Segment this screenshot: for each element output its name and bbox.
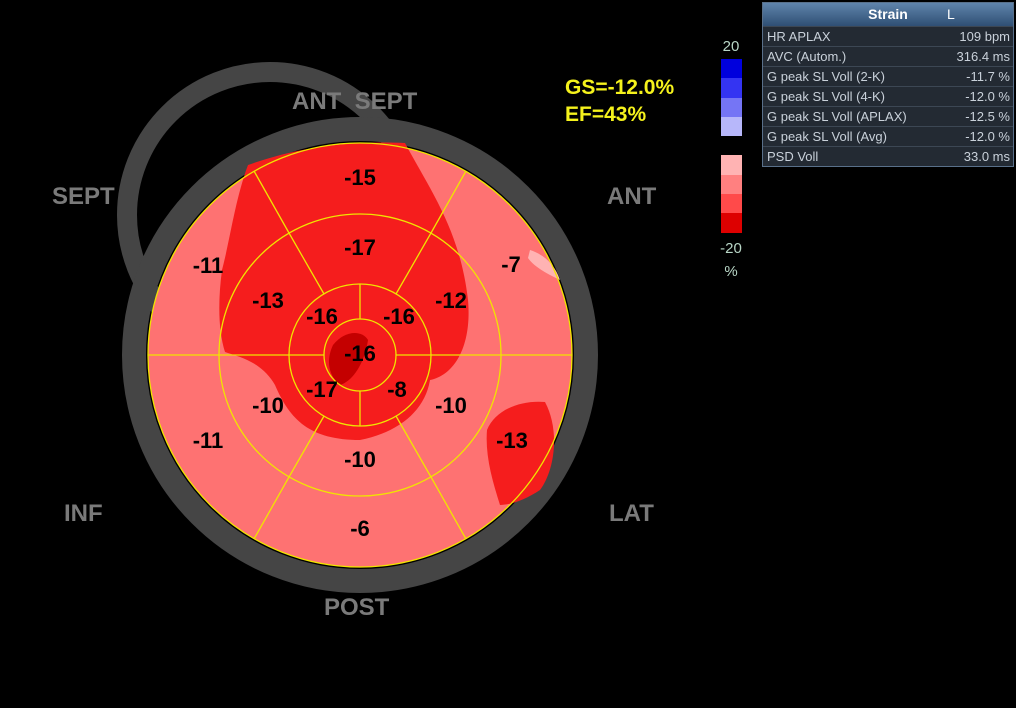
panel-row: HR APLAX 109 bpm: [763, 26, 1013, 46]
panel-title: Strain: [868, 6, 908, 22]
wall-label-ant-sept: ANT SEPT: [292, 88, 418, 115]
scale-swatch: [721, 194, 742, 214]
grid-spoke: [430, 476, 467, 540]
grid-spoke: [253, 476, 290, 540]
strain-results-panel: Strain L HR APLAX 109 bpm AVC (Autom.) 316.…: [762, 2, 1014, 167]
panel-row-label: G peak SL Voll (Avg): [767, 129, 887, 144]
scale-swatch: [721, 78, 742, 98]
segment-value-basal-post: -6: [350, 516, 370, 541]
grid-spoke: [288, 232, 325, 295]
panel-row-label: PSD Voll: [767, 149, 819, 164]
wall-label-sept: SEPT: [52, 183, 115, 210]
segment-value-mid-sept: -13: [252, 288, 284, 313]
segment-value-basal-sept: -11: [193, 253, 224, 278]
panel-row-value: 33.0 ms: [963, 149, 1010, 164]
grid-spoke: [395, 415, 432, 478]
panel-flag: L: [947, 6, 955, 22]
panel-row-label: AVC (Autom.): [767, 49, 847, 64]
segment-value-apical-post: -8: [387, 377, 407, 402]
global-summary: GS=-12.0% EF=43%: [565, 74, 674, 128]
scale-swatch: [721, 59, 742, 79]
panel-row: PSD Voll 33.0 ms: [763, 146, 1013, 166]
grid-spoke: [430, 170, 467, 234]
panel-row-value: 109 bpm: [959, 29, 1010, 44]
dark-region-anterior: [219, 142, 469, 440]
scale-swatch: [721, 116, 742, 137]
segment-value-basal-lat: -13: [496, 428, 528, 453]
panel-row: G peak SL Voll (2-K) -11.7 %: [763, 66, 1013, 86]
segment-value-basal-ant-sept: -15: [344, 165, 376, 190]
light-area-ant-edge: [528, 250, 560, 280]
ejection-fraction-readout: EF=43%: [565, 103, 647, 126]
wall-label-inf: INF: [64, 500, 103, 527]
segment-value-basal-inf: -11: [193, 428, 224, 453]
segment-value-mid-ant-sept: -17: [344, 235, 376, 260]
outer-ring: [122, 117, 598, 593]
global-strain-readout: GS=-12.0%: [565, 76, 675, 99]
segment-value-mid-inf: -10: [252, 393, 284, 418]
scale-swatch: [721, 174, 742, 195]
segment-value-apical-lat: -16: [383, 304, 415, 329]
scale-swatch: [721, 155, 742, 175]
wall-label-lat: LAT: [609, 500, 654, 527]
panel-header[interactable]: Strain L: [763, 3, 1013, 26]
apex-dark-spot: [328, 333, 368, 385]
grid-spoke: [288, 415, 325, 478]
wall-label-ant: ANT: [607, 183, 657, 210]
panel-row-label: G peak SL Voll (APLAX): [767, 109, 907, 124]
panel-row: AVC (Autom.) 316.4 ms: [763, 46, 1013, 66]
dark-region-lateral: [486, 401, 555, 505]
segment-value-apical-inf: -17: [306, 377, 338, 402]
segment-value-mid-lat: -10: [435, 393, 467, 418]
segment-value-basal-ant: -7: [501, 252, 521, 277]
segment-value-apical-ant: -16: [306, 304, 338, 329]
segment-value-mid-post: -10: [344, 447, 376, 472]
scale-swatch: [721, 97, 742, 117]
scale-swatch: [721, 213, 742, 233]
panel-rows: HR APLAX 109 bpm AVC (Autom.) 316.4 ms G pea…: [763, 26, 1013, 166]
panel-row-value: -11.7 %: [966, 69, 1010, 84]
segment-value-apex: -16: [344, 341, 376, 366]
panel-row-value: -12.0 %: [965, 89, 1010, 104]
panel-row: G peak SL Voll (4-K) -12.0 %: [763, 86, 1013, 106]
grid-spoke: [395, 232, 432, 295]
panel-row-label: G peak SL Voll (2-K): [767, 69, 886, 84]
panel-row-value: -12.5 %: [965, 109, 1010, 124]
panel-row: G peak SL Voll (Avg) -12.0 %: [763, 126, 1013, 146]
panel-row-label: G peak SL Voll (4-K): [767, 89, 886, 104]
scale-unit-label: %: [724, 263, 738, 280]
scale-min-label: -20: [720, 240, 742, 257]
bullseye-plot: -15 -7 -13 -6 -11 -11 -17 -12 -10 -10 -1…: [117, 62, 598, 593]
color-scale: [721, 59, 742, 233]
panel-row-value: 316.4 ms: [956, 49, 1010, 64]
panel-row-value: -12.0 %: [965, 129, 1010, 144]
scale-swatch: [721, 136, 742, 156]
grid-spoke: [253, 170, 290, 234]
scale-max-label: 20: [722, 38, 740, 55]
wall-label-post: POST: [324, 594, 390, 621]
panel-row: G peak SL Voll (APLAX) -12.5 %: [763, 106, 1013, 126]
panel-row-label: HR APLAX: [767, 29, 831, 44]
segment-value-mid-ant: -12: [435, 288, 467, 313]
